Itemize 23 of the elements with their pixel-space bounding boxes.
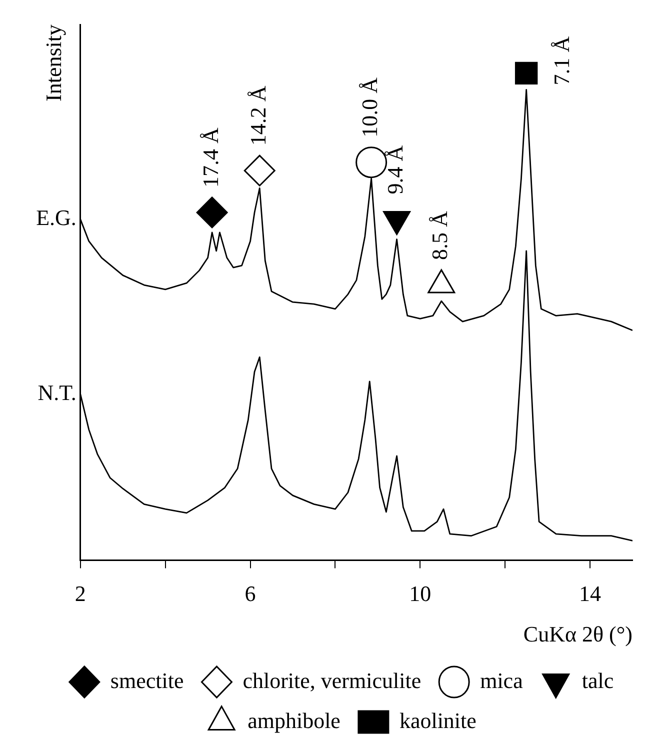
annotation: 17.4 Å	[198, 127, 223, 188]
annotation: 10.0 Å	[357, 77, 382, 138]
x-tick-label: 10	[409, 581, 432, 606]
x-tick-label: 14	[579, 581, 602, 606]
annotation: 9.4 Å	[382, 145, 408, 194]
y-axis-title: Intensity	[40, 24, 66, 102]
x-tick-label: 6	[244, 581, 256, 606]
annotation: 14.2 Å	[245, 86, 270, 146]
annotation: 8.5 Å	[427, 211, 452, 260]
legend-label: smectite	[110, 668, 184, 693]
legend-label: kaolinite	[399, 708, 476, 733]
point	[244, 154, 276, 186]
legend-label: amphibole	[248, 708, 340, 733]
legend-label: chlorite, vermiculite	[242, 668, 422, 693]
legend-label: talc	[582, 668, 614, 693]
point	[514, 62, 538, 85]
x-axis-title: CuKα 2θ (°)	[523, 622, 632, 647]
x-tick-label: 2	[74, 581, 86, 606]
annotation: 7.1 Å	[549, 36, 574, 86]
legend-label: mica	[480, 668, 524, 693]
series-label: E.G.	[36, 205, 76, 230]
series-label: N.T.	[38, 380, 76, 405]
point	[196, 196, 228, 228]
